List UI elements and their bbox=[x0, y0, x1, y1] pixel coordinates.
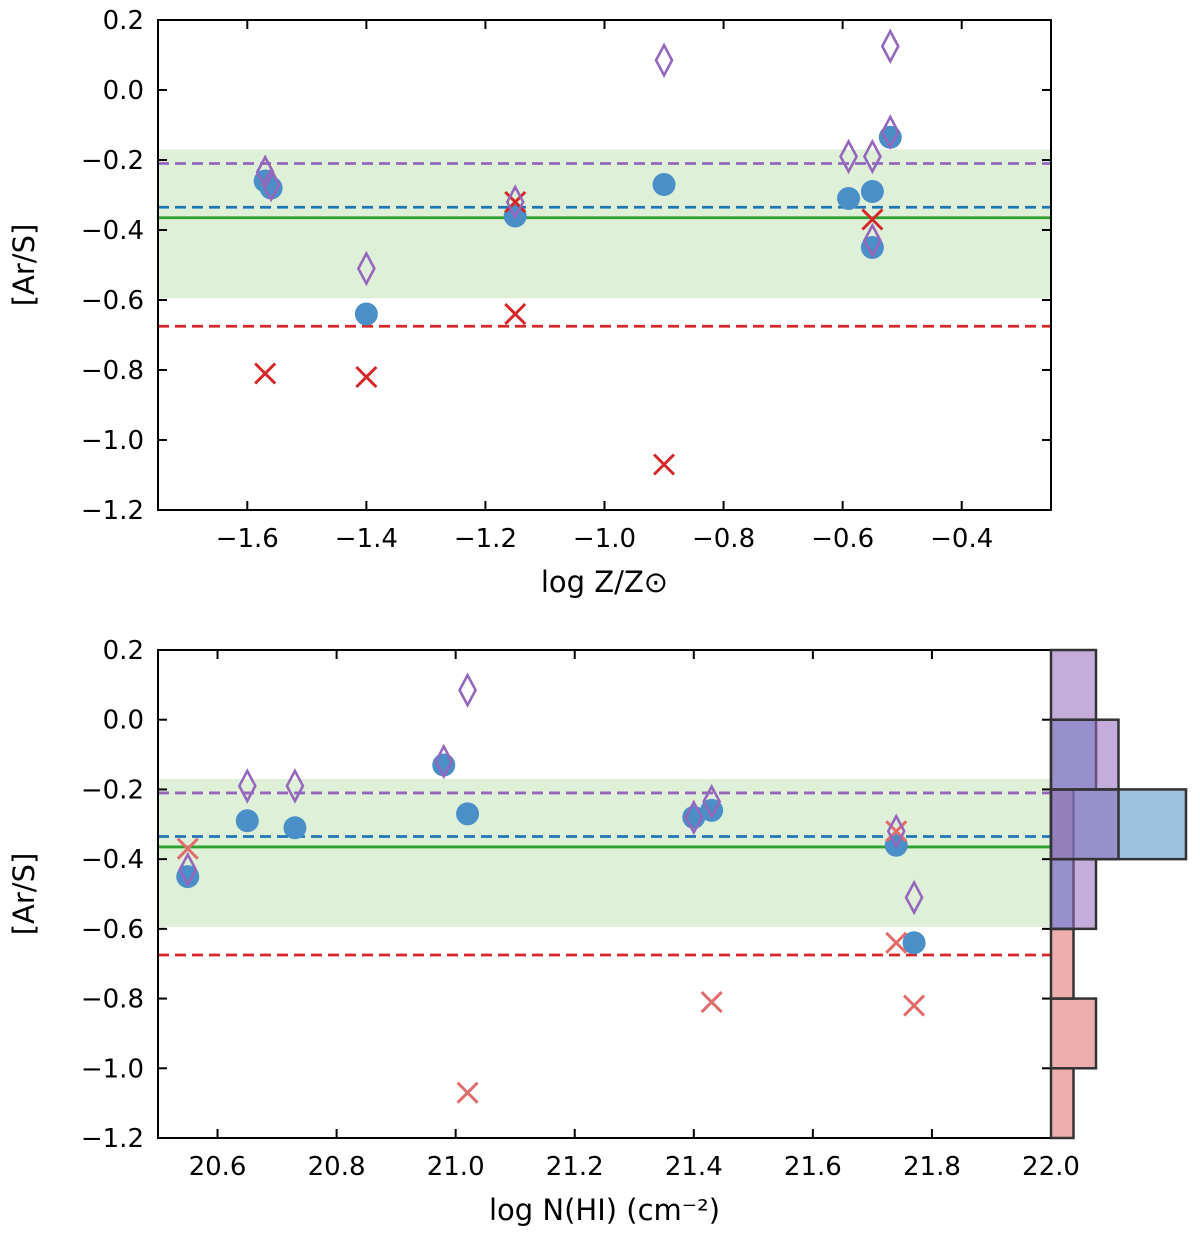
data-point-circle bbox=[259, 176, 283, 200]
data-point-diamond bbox=[904, 879, 924, 916]
x-tick-label: 22.0 bbox=[1022, 1152, 1080, 1182]
data-point-diamond bbox=[237, 768, 257, 804]
data-point-cross bbox=[885, 931, 908, 954]
data-point-diamond bbox=[285, 768, 305, 804]
data-point-circle bbox=[456, 802, 480, 826]
x-tick-label: −1.4 bbox=[335, 524, 398, 554]
x-tick-label: 20.8 bbox=[308, 1152, 366, 1182]
y-tick-label: 0.0 bbox=[103, 76, 144, 106]
hist-bar-diamonds bbox=[1049, 648, 1098, 721]
data-point-circle bbox=[176, 865, 200, 889]
y-tick-label: 0.0 bbox=[103, 706, 144, 736]
data-point-cross bbox=[176, 837, 199, 860]
y-tick-label: −0.4 bbox=[81, 845, 144, 875]
data-point-diamond bbox=[880, 114, 900, 150]
data-point-diamond bbox=[702, 783, 722, 820]
data-point-cross bbox=[355, 365, 378, 389]
scatter-band bbox=[158, 149, 1051, 299]
x-tick-label: −0.4 bbox=[930, 524, 993, 554]
data-point-cross bbox=[504, 302, 527, 326]
x-tick-label: −0.6 bbox=[811, 524, 874, 554]
data-point-circle bbox=[432, 753, 456, 777]
x-tick-label: −0.8 bbox=[692, 524, 755, 554]
hist-bar-diamonds bbox=[1049, 788, 1120, 861]
hist-bar-crosses bbox=[1049, 997, 1098, 1070]
x-tick-label: 21.6 bbox=[784, 1152, 842, 1182]
data-point-circle bbox=[860, 180, 884, 203]
data-point-cross bbox=[504, 190, 527, 214]
data-point-cross bbox=[903, 994, 926, 1017]
y-tick-label: −0.2 bbox=[81, 146, 144, 176]
y-tick-label: −1.0 bbox=[81, 1054, 144, 1084]
data-point-circle bbox=[837, 187, 861, 210]
data-point-diamond bbox=[862, 138, 882, 175]
hist-bar-crosses bbox=[1049, 927, 1075, 1000]
data-point-diamond bbox=[356, 250, 376, 287]
data-point-diamond bbox=[886, 813, 906, 850]
data-point-circle bbox=[878, 125, 902, 149]
x-tick-label: 20.6 bbox=[189, 1152, 247, 1182]
data-point-diamond bbox=[839, 138, 859, 175]
x-axis-label: log N(HI) (cm⁻²) bbox=[489, 1193, 720, 1227]
y-tick-label: −0.6 bbox=[81, 286, 144, 316]
side-histogram bbox=[1049, 648, 1188, 1140]
data-point-diamond bbox=[880, 28, 900, 65]
data-point-diamond bbox=[505, 184, 525, 220]
y-tick-label: −0.6 bbox=[81, 915, 144, 945]
x-tick-label: 21.8 bbox=[903, 1152, 961, 1182]
x-tick-label: 21.0 bbox=[427, 1152, 485, 1182]
data-point-cross bbox=[861, 208, 884, 231]
y-tick-label: −0.4 bbox=[81, 216, 144, 246]
y-tick-label: −1.0 bbox=[81, 426, 144, 456]
data-point-diamond bbox=[862, 222, 882, 259]
y-tick-label: −1.2 bbox=[81, 1124, 144, 1154]
data-point-cross bbox=[700, 990, 723, 1014]
x-axis-label: log Z/Z⊙ bbox=[541, 565, 668, 599]
data-point-circle bbox=[283, 816, 307, 840]
data-point-circle bbox=[860, 236, 884, 259]
data-point-diamond bbox=[684, 799, 704, 836]
data-point-diamond bbox=[434, 743, 454, 780]
y-tick-label: −0.2 bbox=[81, 775, 144, 805]
bottom-panel-hi-column-density: 20.6 20.8 21.0 21.2 21.4 21.6 21.8 22.0 0.2 0.0 −0… bbox=[7, 636, 1080, 1227]
hist-bar-diamonds bbox=[1049, 718, 1120, 791]
data-point-diamond bbox=[261, 166, 281, 203]
top-panel-metallicity: −1.6 −1.4 −1.2 −1.0 −0.8 −0.6 −0.4 0.2 0.0 −0.2 −0… bbox=[7, 6, 1052, 599]
y-tick-label: −0.8 bbox=[81, 356, 144, 386]
x-tick-label: −1.2 bbox=[454, 524, 517, 554]
x-tick-label: −1.6 bbox=[216, 524, 279, 554]
data-point-cross bbox=[652, 453, 676, 476]
data-point-circle bbox=[902, 931, 926, 955]
data-point-circle bbox=[235, 809, 259, 833]
hist-bar-diamonds bbox=[1049, 857, 1098, 931]
y-tick-label: −1.2 bbox=[81, 496, 144, 526]
hist-bar-crosses bbox=[1049, 1067, 1075, 1140]
y-tick-label: 0.2 bbox=[103, 6, 144, 36]
data-point-cross bbox=[254, 362, 277, 385]
x-tick-label: 21.2 bbox=[546, 1152, 604, 1182]
data-point-circle bbox=[652, 173, 676, 196]
x-tick-label: 21.4 bbox=[665, 1152, 723, 1182]
y-axis-label: [Ar/S] bbox=[7, 853, 41, 936]
y-tick-label: −0.8 bbox=[81, 985, 144, 1015]
y-tick-label: 0.2 bbox=[103, 636, 144, 666]
x-tick-label: −1.0 bbox=[573, 524, 636, 554]
data-point-circle bbox=[354, 302, 378, 326]
data-point-diamond bbox=[654, 42, 674, 79]
data-point-diamond bbox=[458, 672, 478, 708]
y-axis-label: [Ar/S] bbox=[7, 224, 41, 307]
data-point-cross bbox=[456, 1081, 479, 1104]
data-point-diamond bbox=[178, 851, 198, 888]
data-point-cross bbox=[885, 820, 908, 843]
